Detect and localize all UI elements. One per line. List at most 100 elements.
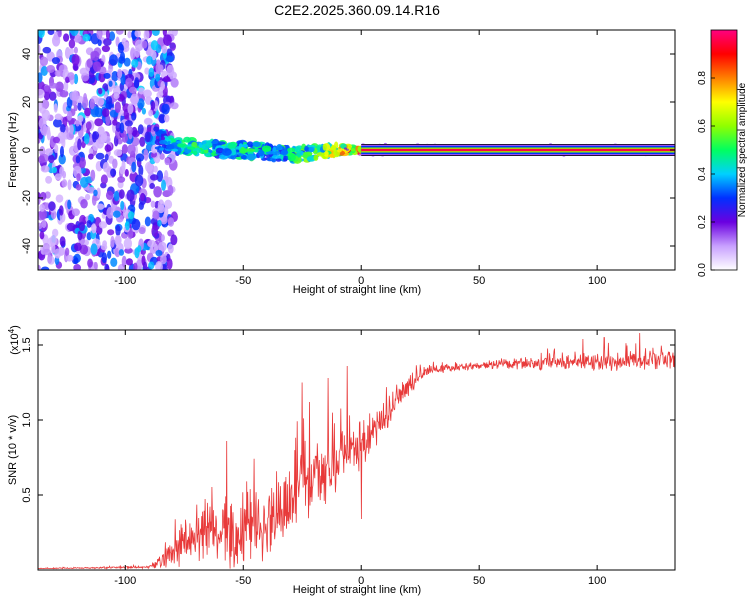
spectrogram-noise-cell [93,61,102,72]
spectrogram-noise-cell [82,33,91,42]
spectrogram-noise-cell [38,155,45,164]
spectrogram-noise-cell [167,184,174,196]
spectrogram-noise-cell [121,144,128,154]
spectrogram-noise-cell [105,114,111,126]
spectrogram-line-band [361,148,675,152]
spectrogram-track-cell [157,130,167,134]
spectrogram-noise-cell [162,76,171,83]
spectrogram-noise-cell [120,73,126,86]
spectrogram-noise-cell [121,255,127,268]
colorbar-ticks: 0.0 0.2 0.4 0.6 0.8 [697,71,715,277]
spectrogram-noise-cell [77,230,83,241]
colorbar: 0.0 0.2 0.4 0.6 0.8 Normalized spectral ampl… [697,29,748,277]
spectrogram-noise-cell [137,98,145,110]
spectrogram-noise-cell [170,234,178,246]
spectrogram-noise-cell [96,203,105,210]
spectrogram-noise-cell [114,101,121,113]
spectrogram-track-cell [201,144,210,151]
spectrogram-noise-cell [141,40,148,49]
spectrogram-track-cell [160,136,165,141]
spectrogram-noise-cell [75,120,80,127]
spectrogram-noise-cell [64,247,70,257]
spectrogram-noise-cell [143,148,149,161]
spectrogram-noise-cell [69,124,74,135]
spectrogram-noise-cell [85,121,92,130]
x-tick-label: -100 [114,575,136,587]
snr-panel: -100 -50 0 50 100 0.5 1.0 1.5 Height of straig… [7,325,676,596]
spectrogram-noise-cell [110,168,117,177]
spectrogram-noise-cell [124,247,133,254]
spectrogram-noise-cell [141,107,147,115]
y-tick-label: 0 [21,147,33,153]
spectrogram-track-cell [176,143,185,148]
colorbar-tick-label: 0.4 [697,167,708,181]
spectrogram-noise-cell [170,102,179,110]
spectrogram-noise-cell [150,100,156,111]
y-tick-label: 1.5 [21,337,33,352]
spectrogram-noise-cell [157,219,162,227]
spectrogram-noise-cell [131,161,137,173]
spectrogram-track-cell [280,149,289,156]
spectrogram-noise-cell [118,249,125,256]
spectrogram-track-cell [227,142,237,150]
spectrogram-noise-cell [77,101,82,111]
spectrogram-noise-cell [46,125,51,135]
spectrogram-noise-cell [160,234,165,242]
x-tick-label: 0 [358,275,364,287]
spectrogram-track-cell [239,147,248,154]
spectrogram-noise-cell [83,239,89,246]
colorbar-scale [710,29,738,271]
spectrogram-noise-cell [87,258,93,268]
spectrogram-noise-cell [91,223,97,234]
spectrogram-noise-cell [76,173,81,182]
spectrogram-noise-cell [98,88,103,95]
spectrogram-noise-cell [90,51,96,59]
spectrogram-noise-cell [164,114,170,123]
spectrogram-noise-cell [124,169,129,177]
spectrogram-noise-cell [134,174,144,187]
spectrogram-noise-cell [112,210,121,218]
spectrogram-noise-cell [73,104,78,112]
spectrogram-noise-cell [127,211,135,220]
spectrogram-noise-cell [90,243,98,256]
spectrogram-noise-cell [61,179,68,188]
spectrogram-noise-cell [109,54,119,66]
spectrogram-noise-cell [60,123,66,133]
spectrogram-noise-cell [43,85,51,92]
spectrogram-noise-cell [95,97,105,107]
spectrogram-noise-cell [38,222,43,230]
spectrogram-noise-cell [73,46,78,54]
spectrogram-noise-cell [97,39,102,47]
spectrogram-track-cell [186,146,196,150]
spectrogram-noise-cell [149,182,156,190]
spectrogram-noise-cell [146,55,153,65]
spectrogram-noise-cell [105,264,110,270]
spectrogram-noise-cell [80,199,88,209]
y-tick-label: 20 [21,96,33,108]
snr-frame [37,329,676,571]
x-tick-label: 100 [588,275,606,287]
spectrogram-noise-cell [83,92,88,104]
spectrogram-noise-cell [105,190,114,201]
spectrogram-noise-cell [166,64,175,77]
figure-title: C2E2.2025.360.09.14.R16 [274,2,440,18]
spectrogram-noise-cell [88,148,94,155]
spectrogram-noise-cell [104,153,109,161]
spectrogram-noise-cell [66,132,75,141]
spectrogram-track-cell [221,148,232,156]
spectrogram-noise-cell [54,69,63,77]
spectrogram-track-cell [257,149,265,157]
spectrogram-noise-cell [63,33,70,42]
spectrogram-noise-cell [102,108,110,118]
spectrogram-noise-cell [52,118,62,128]
x-tick-label: 50 [473,275,485,287]
spectrogram-noise-cell [73,257,79,265]
spectrogram-noise-cell [165,55,174,63]
spectrogram-track-cell [246,141,254,148]
spectrogram-noise-cell [126,125,133,135]
spectrogram-track-cell [275,158,282,162]
spectrogram-noise-cell [153,165,158,173]
spectrogram-noise-cell [117,176,126,183]
spectrogram-track-cell [183,136,192,143]
spectrogram-noise-cell [38,88,45,99]
